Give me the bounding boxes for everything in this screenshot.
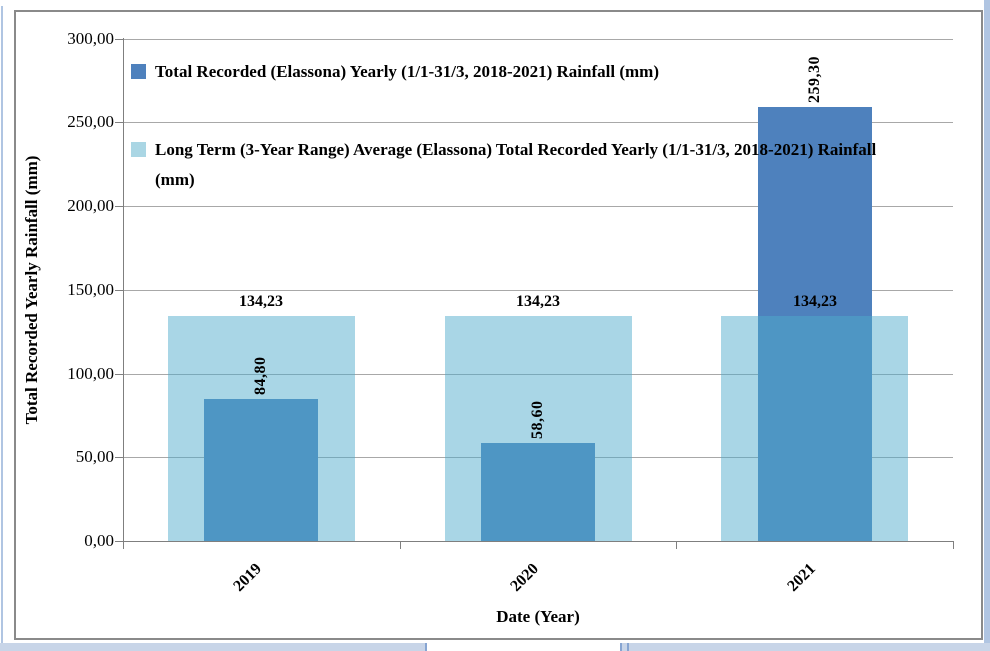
y-axis-line [123, 38, 124, 549]
bar-longterm-avg-2021[interactable] [721, 316, 908, 541]
y-axis-tick-label: 0,00 [84, 531, 114, 550]
x-axis-tick [123, 541, 124, 549]
worksheet-cell-border [627, 643, 629, 651]
x-axis-tick [676, 541, 677, 549]
y-axis-tick-label: 200,00 [67, 196, 114, 215]
bar-total-recorded-2019[interactable] [204, 399, 318, 541]
data-label-total-recorded-2020: 58,60 [529, 400, 546, 440]
y-axis-tick [115, 290, 123, 291]
gridline [123, 39, 953, 40]
y-axis-tick [115, 457, 123, 458]
x-axis-title: Date (Year) [496, 607, 580, 626]
gridline [123, 122, 953, 123]
worksheet-column-gridline [1, 6, 3, 643]
legend-item-longterm-avg[interactable]: Long Term (3-Year Range) Average (Elasso… [131, 135, 876, 195]
legend-label-total-recorded: Total Recorded (Elassona) Yearly (1/1-31… [155, 62, 659, 81]
data-label-longterm-avg-2021: 134,23 [793, 293, 837, 310]
y-axis-tick [115, 206, 123, 207]
worksheet-row [0, 643, 990, 651]
y-axis-tick [115, 374, 123, 375]
worksheet-cell[interactable] [425, 643, 622, 651]
data-label-total-recorded-2021: 259,30 [806, 56, 823, 103]
x-axis-tick [400, 541, 401, 549]
bar-longterm-avg-2019[interactable] [168, 316, 355, 541]
y-axis-tick [115, 541, 123, 542]
legend-swatch-longterm-avg [131, 142, 146, 157]
chart-object[interactable]: 0,00 50,00 100,00 150,00 200,00 250,00 300,00 8… [14, 10, 983, 640]
bar-longterm-avg-2020[interactable] [445, 316, 632, 541]
y-axis-tick-label: 300,00 [67, 29, 114, 48]
gridline [123, 290, 953, 291]
legend-swatch-total-recorded [131, 64, 146, 79]
gridline [123, 374, 953, 375]
legend-label-longterm-avg-line2: (mm) [155, 170, 195, 189]
x-axis-line [123, 541, 954, 542]
y-axis-tick [115, 122, 123, 123]
gridline [123, 206, 953, 207]
legend-item-total-recorded[interactable]: Total Recorded (Elassona) Yearly (1/1-31… [131, 57, 659, 87]
x-axis-label-2019: 2019 [230, 560, 265, 595]
y-axis-tick-label: 150,00 [67, 280, 114, 299]
bar-total-recorded-2020[interactable] [481, 443, 595, 541]
y-axis-tick [115, 39, 123, 40]
data-label-longterm-avg-2020: 134,23 [516, 293, 560, 310]
y-axis-tick-label: 250,00 [67, 112, 114, 131]
y-axis-tick-label: 100,00 [67, 364, 114, 383]
bar-total-recorded-2021[interactable] [758, 107, 872, 541]
x-axis-label-2020: 2020 [507, 560, 542, 595]
y-axis-tick-label: 50,00 [75, 447, 114, 466]
y-axis-title: Total Recorded Yearly Rainfall (mm) [22, 155, 41, 425]
legend-label-longterm-avg-line1: Long Term (3-Year Range) Average (Elasso… [155, 140, 877, 159]
worksheet-right-column [984, 0, 990, 651]
x-axis-label-2021: 2021 [784, 560, 819, 595]
x-axis-tick [953, 541, 954, 549]
data-label-longterm-avg-2019: 134,23 [239, 293, 283, 310]
data-label-total-recorded-2019: 84,80 [252, 356, 269, 396]
